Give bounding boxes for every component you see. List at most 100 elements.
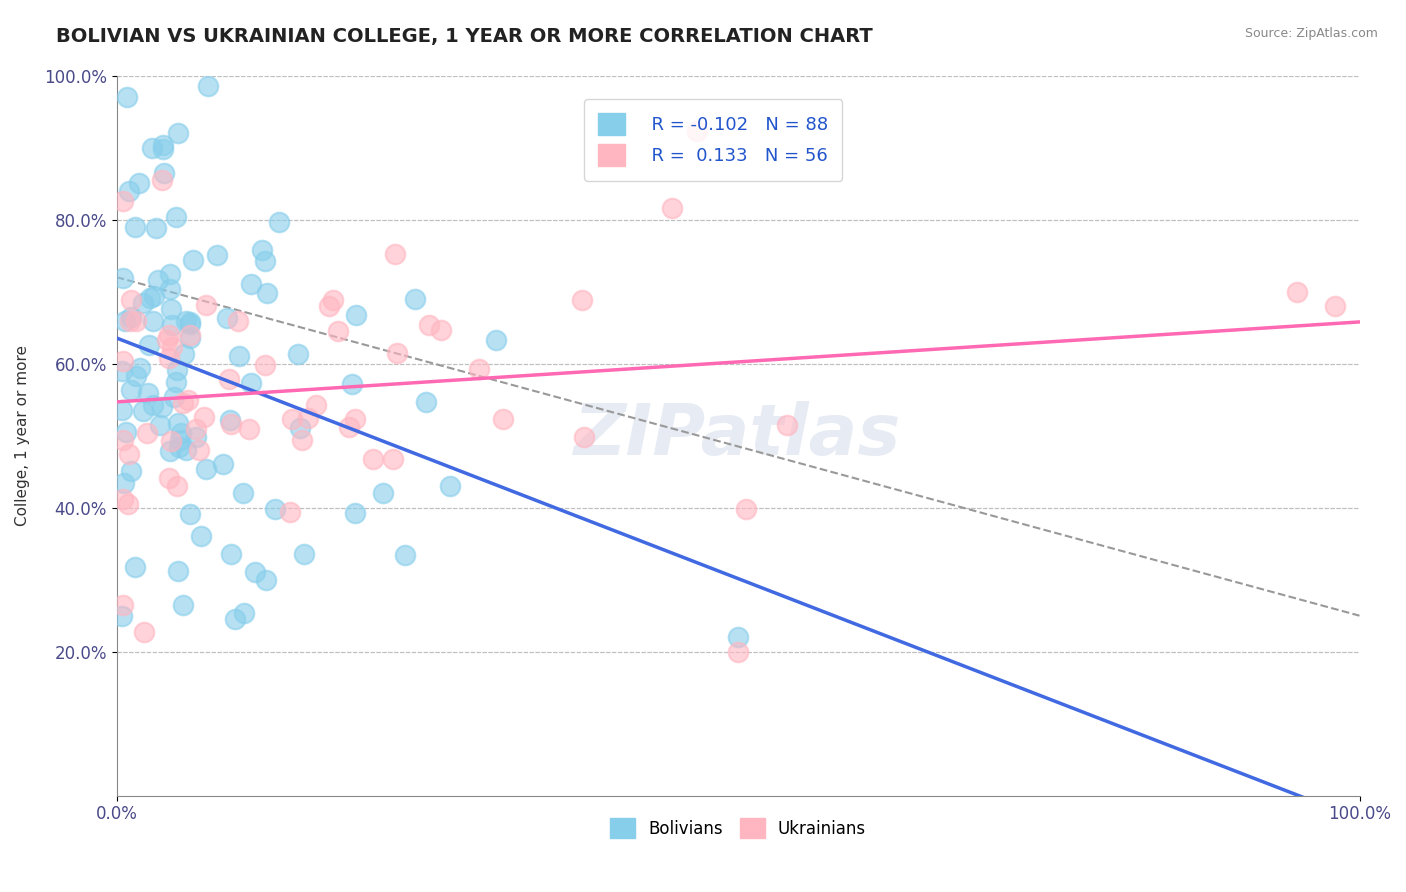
Point	[173, 346, 195, 360]
Point	[179, 318, 201, 332]
Point	[112, 476, 135, 491]
Point	[179, 315, 201, 329]
Point	[150, 401, 173, 415]
Point	[120, 310, 142, 324]
Point	[186, 422, 208, 436]
Point	[120, 464, 142, 478]
Point	[288, 421, 311, 435]
Point	[167, 126, 190, 140]
Point	[468, 362, 491, 376]
Point	[344, 412, 367, 426]
Point	[218, 372, 240, 386]
Point	[776, 417, 799, 432]
Point	[491, 411, 513, 425]
Point	[138, 337, 160, 351]
Point	[160, 434, 183, 449]
Point	[278, 505, 301, 519]
Point	[125, 314, 148, 328]
Point	[111, 608, 134, 623]
Point	[118, 446, 141, 460]
Point	[134, 624, 156, 639]
Point	[152, 173, 174, 187]
Point	[129, 361, 152, 376]
Point	[111, 599, 134, 613]
Y-axis label: College, 1 year or more: College, 1 year or more	[15, 345, 30, 526]
Point	[141, 140, 163, 154]
Point	[159, 267, 181, 281]
Point	[160, 318, 183, 333]
Point	[174, 443, 197, 458]
Point	[179, 328, 201, 343]
Point	[1286, 285, 1309, 299]
Point	[337, 420, 360, 434]
Point	[184, 430, 207, 444]
Point	[152, 142, 174, 156]
Point	[149, 418, 172, 433]
Point	[132, 296, 155, 310]
Point	[194, 298, 217, 312]
Point	[727, 645, 749, 659]
Point	[254, 574, 277, 588]
Text: ZIPatlas: ZIPatlas	[575, 401, 901, 470]
Point	[328, 324, 350, 338]
Point	[114, 314, 136, 328]
Point	[188, 442, 211, 457]
Point	[157, 351, 180, 365]
Point	[110, 364, 132, 378]
Point	[166, 479, 188, 493]
Point	[1323, 299, 1346, 313]
Point	[165, 210, 187, 224]
Point	[253, 253, 276, 268]
Point	[292, 547, 315, 561]
Point	[280, 412, 302, 426]
Point	[439, 478, 461, 492]
Point	[384, 247, 406, 261]
Legend:   R = -0.102   N = 88,   R =  0.133   N = 56: R = -0.102 N = 88, R = 0.133 N = 56	[583, 99, 842, 181]
Point	[291, 433, 314, 447]
Point	[253, 358, 276, 372]
Point	[170, 425, 193, 440]
Point	[124, 219, 146, 234]
Point	[394, 548, 416, 562]
Point	[485, 334, 508, 348]
Point	[177, 392, 200, 407]
Point	[572, 430, 595, 444]
Point	[153, 166, 176, 180]
Point	[381, 451, 404, 466]
Point	[233, 606, 256, 620]
Point	[159, 282, 181, 296]
Point	[160, 340, 183, 354]
Point	[322, 293, 344, 307]
Point	[193, 410, 215, 425]
Point	[418, 318, 440, 332]
Point	[197, 79, 219, 94]
Point	[240, 376, 263, 390]
Point	[125, 368, 148, 383]
Point	[136, 386, 159, 401]
Point	[404, 293, 426, 307]
Point	[344, 506, 367, 520]
Point	[183, 253, 205, 268]
Point	[172, 598, 194, 612]
Point	[371, 486, 394, 500]
Point	[218, 413, 240, 427]
Point	[131, 404, 153, 418]
Point	[157, 328, 180, 343]
Point	[124, 559, 146, 574]
Point	[115, 425, 138, 439]
Point	[156, 334, 179, 348]
Point	[145, 221, 167, 235]
Point	[179, 507, 201, 521]
Point	[224, 611, 246, 625]
Point	[256, 285, 278, 300]
Text: Source: ZipAtlas.com: Source: ZipAtlas.com	[1244, 27, 1378, 40]
Point	[727, 630, 749, 644]
Point	[734, 501, 756, 516]
Point	[215, 311, 238, 326]
Point	[305, 398, 328, 412]
Point	[228, 314, 250, 328]
Point	[238, 422, 260, 436]
Point	[212, 457, 235, 471]
Point	[219, 417, 242, 431]
Point	[110, 403, 132, 417]
